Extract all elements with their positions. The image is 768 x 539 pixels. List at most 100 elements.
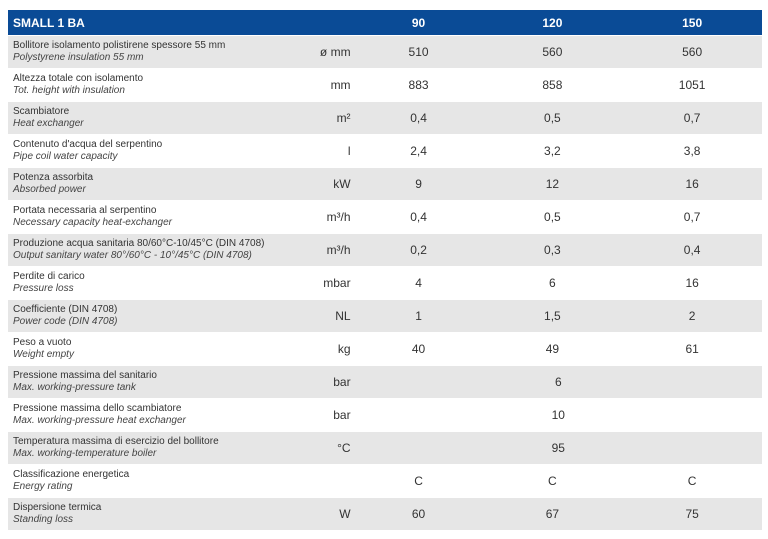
row-unit: m³/h (326, 210, 351, 224)
row-unit: kg (337, 342, 351, 356)
table-row: Pressione massima del sanitario Max. work… (8, 366, 762, 399)
row-value-model-90: 4 (415, 276, 422, 290)
row-value-model-150: 2 (688, 309, 696, 323)
label-italian: Produzione acqua sanitaria 80/60°C-10/45… (13, 238, 265, 249)
label-italian: Peso a vuoto (13, 337, 72, 348)
row-value-model-150: 16 (685, 276, 699, 290)
row-label: Altezza totale con isolamento Tot. height… (8, 73, 266, 97)
row-unit: W (339, 507, 351, 521)
label-italian: Scambiatore (13, 106, 70, 117)
model-150-header: 150 (682, 15, 703, 30)
label-italian: Potenza assorbita (13, 172, 94, 183)
row-label: Contenuto d'acqua del serpentino Pipe coi… (8, 139, 266, 163)
table-row: Peso a vuoto Weight empty kg 40 49 61 (8, 333, 762, 366)
row-unit: °C (337, 441, 351, 455)
table-row: Pressione massima dello scambiatore Max. … (8, 399, 762, 432)
label-italian: Coefficiente (DIN 4708) (13, 304, 118, 315)
row-unit: kW (333, 177, 351, 191)
table-row: Temperatura massima di esercizio del bol… (8, 432, 762, 465)
row-value-model-150: 3,8 (683, 144, 701, 158)
row-value-all-models: 95 (551, 441, 565, 455)
row-value-model-150: 61 (685, 342, 699, 356)
label-english: Polystyrene insulation 55 mm (13, 52, 144, 63)
row-value-model-150: 16 (685, 177, 699, 191)
label-english: Absorbed power (13, 184, 86, 195)
table-title: SMALL 1 BA (13, 15, 85, 30)
row-label: Bollitore isolamento polistirene spessor… (8, 40, 266, 64)
label-italian: Contenuto d'acqua del serpentino (13, 139, 163, 150)
row-label: Potenza assorbita Absorbed power (8, 172, 266, 196)
row-unit: l (347, 144, 351, 158)
row-unit: m² (336, 111, 351, 125)
row-value-model-150: 0,7 (683, 210, 701, 224)
table-row: Perdite di carico Pressure loss mbar 4 6 16 (8, 267, 762, 300)
table-header: SMALL 1 BA 90 120 150 (8, 10, 762, 36)
row-value-model-90: 883 (408, 78, 429, 92)
row-unit: bar (333, 375, 351, 389)
label-english: Energy rating (13, 481, 73, 492)
row-label: Temperatura massima di esercizio del bol… (8, 436, 266, 460)
row-value-model-90: 0,4 (410, 210, 427, 224)
row-value-model-90: 40 (411, 342, 426, 356)
label-italian: Pressione massima dello scambiatore (13, 403, 182, 414)
row-label: Scambiatore Heat exchanger (8, 106, 266, 130)
row-value-model-120: 0,3 (544, 243, 561, 257)
label-italian: Pressione massima del sanitario (13, 370, 157, 381)
label-english: Tot. height with insulation (13, 85, 125, 96)
row-value-model-120: 67 (545, 507, 560, 521)
row-value-all-models: 10 (551, 408, 565, 422)
row-value-all-models: 6 (554, 375, 562, 389)
row-value-model-90: 9 (415, 177, 422, 191)
row-value-model-120: 0,5 (544, 111, 561, 125)
row-value-model-90: 0,4 (410, 111, 427, 125)
row-value-model-120: C (548, 474, 557, 488)
row-value-model-120: 1,5 (544, 309, 561, 323)
model-90-header: 90 (411, 15, 426, 30)
label-italian: Altezza totale con isolamento (13, 73, 144, 84)
row-value-model-90: 1 (415, 309, 422, 323)
table-row: Produzione acqua sanitaria 80/60°C-10/45… (8, 234, 762, 267)
row-unit: bar (333, 408, 351, 422)
row-value-model-150: 0,7 (683, 111, 701, 125)
label-english: Necessary capacity heat-exchanger (13, 217, 172, 228)
table-row: Classificazione energetica Energy rating C… (8, 465, 762, 498)
table-row: Contenuto d'acqua del serpentino Pipe coi… (8, 135, 762, 168)
label-english: Weight empty (13, 349, 74, 360)
table-row: Bollitore isolamento polistirene spessor… (8, 36, 762, 69)
row-label: Pressione massima del sanitario Max. work… (8, 370, 266, 394)
row-unit: mm (330, 78, 351, 92)
label-italian: Dispersione termica (13, 502, 102, 513)
table-body: Bollitore isolamento polistirene spessor… (8, 36, 762, 531)
label-english: Max. working-pressure tank (13, 382, 136, 393)
label-english: Power code (DIN 4708) (13, 316, 118, 327)
row-value-model-150: C (687, 474, 697, 488)
row-label: Dispersione termica Standing loss (8, 502, 266, 526)
table-row: Dispersione termica Standing loss W 60 67 75 (8, 498, 762, 531)
row-label: Portata necessaria al serpentino Necessar… (8, 205, 266, 229)
label-italian: Perdite di carico (13, 271, 85, 282)
row-unit: NL (335, 309, 351, 323)
row-value-model-120: 49 (545, 342, 560, 356)
specifications-table: SMALL 1 BA 90 120 150 Bollitore isolamen… (8, 10, 762, 531)
row-value-model-120: 0,5 (544, 210, 561, 224)
table-row: Scambiatore Heat exchanger m² 0,4 0,5 0,7 (8, 102, 762, 135)
row-unit: ø mm (319, 45, 351, 59)
label-english: Output sanitary water 80°/60°C - 10°/45°… (13, 250, 252, 261)
row-value-model-90: 0,2 (410, 243, 427, 257)
label-italian: Portata necessaria al serpentino (13, 205, 157, 216)
label-italian: Bollitore isolamento polistirene spessor… (13, 40, 226, 51)
row-label: Pressione massima dello scambiatore Max. … (8, 403, 266, 427)
table-row: Portata necessaria al serpentino Necessar… (8, 201, 762, 234)
row-value-model-90: 60 (411, 507, 426, 521)
row-value-model-150: 0,4 (683, 243, 701, 257)
label-english: Heat exchanger (13, 118, 84, 129)
row-value-model-150: 1051 (678, 78, 706, 92)
model-120-header: 120 (542, 15, 563, 30)
row-value-model-90: 2,4 (410, 144, 427, 158)
label-english: Standing loss (13, 514, 74, 525)
row-value-model-150: 75 (685, 507, 699, 521)
row-value-model-150: 560 (682, 45, 703, 59)
label-english: Max. working-temperature boiler (13, 448, 157, 459)
row-label: Produzione acqua sanitaria 80/60°C-10/45… (8, 238, 266, 262)
label-english: Pressure loss (13, 283, 74, 294)
